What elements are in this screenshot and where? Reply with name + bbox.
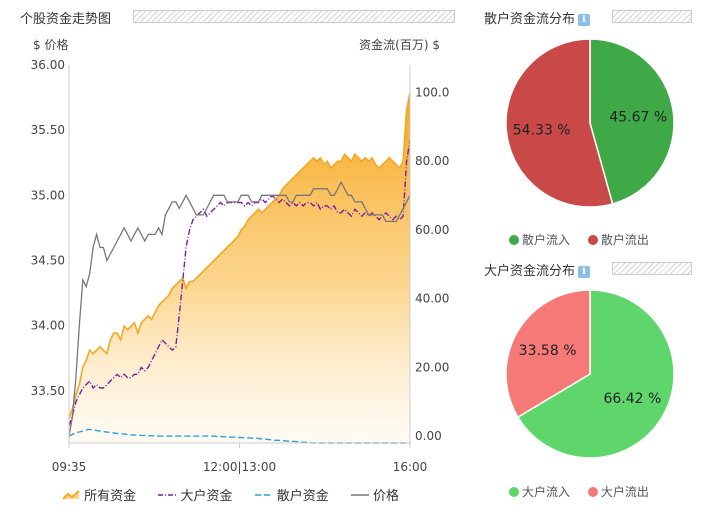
- left-tick-label: 36.00: [31, 58, 65, 72]
- pie1-legend: 散户流入 散户流出: [509, 231, 649, 248]
- pie-slice-label: 33.58 %: [519, 343, 577, 359]
- info-icon[interactable]: i: [578, 14, 591, 26]
- dot-icon: [509, 235, 519, 245]
- right-axis-label: 资金流(百万) $: [359, 37, 440, 52]
- dashdot-line-icon: [158, 494, 177, 496]
- right-tick-label: 60.00: [415, 223, 449, 237]
- legend-item-big-outflow[interactable]: 大户流出: [587, 485, 649, 499]
- right-tick-label: 0.00: [415, 429, 442, 443]
- series-line-all-funds: [68, 92, 411, 420]
- left-tick-label: 33.50: [31, 384, 65, 398]
- right-tick-label: 80.00: [415, 154, 449, 168]
- pie-slice-label: 66.42 %: [603, 391, 661, 407]
- legend-item-retail-funds[interactable]: 散户资金: [254, 489, 333, 504]
- x-tick-label: 09:35: [52, 460, 87, 474]
- main-chart-title: 个股资金走势图: [20, 12, 112, 27]
- right-tick-label: 100.00: [415, 85, 450, 99]
- pie-slice-label: 45.67 %: [609, 109, 667, 125]
- series-area-fill: [69, 92, 410, 443]
- dot-icon: [509, 487, 519, 497]
- main-legend: 所有资金 大户资金 散户资金 价格: [62, 485, 399, 504]
- legend-item-all-funds[interactable]: 所有资金: [62, 489, 140, 504]
- header-divider: [133, 10, 455, 23]
- x-tick-label: 12:00|13:00: [203, 460, 276, 474]
- right-tick-label: 20.00: [415, 360, 449, 374]
- left-tick-label: 35.00: [31, 188, 65, 202]
- left-axis-label: $ 价格: [33, 37, 68, 52]
- series-line-big-funds: [68, 140, 411, 427]
- pie-slice[interactable]: [589, 38, 675, 205]
- retail-flow-pie: 45.67 % 54.33 %: [505, 38, 675, 208]
- pie1-title: 散户资金流分布 i: [484, 8, 591, 27]
- dashed-line-icon: [254, 494, 273, 496]
- legend-item-big-inflow[interactable]: 大户流入: [509, 485, 570, 499]
- pie2-title: 大户资金流分布 i: [484, 260, 591, 279]
- fund-flow-chart: $ 价格 资金流(百万) $ 36.00 35.50 35.00 34.50 34.00…: [31, 37, 450, 474]
- header-divider: [612, 262, 692, 275]
- dot-icon: [587, 235, 598, 245]
- info-icon[interactable]: i: [578, 266, 591, 278]
- pie-slice[interactable]: [516, 289, 675, 459]
- pie-slice-label: 54.33 %: [513, 123, 571, 139]
- legend-item-retail-inflow[interactable]: 散户流入: [509, 233, 570, 247]
- left-tick-label: 35.50: [31, 123, 65, 137]
- header-divider: [612, 10, 692, 23]
- big-flow-pie: 66.42 % 33.58 %: [505, 289, 675, 459]
- pie-slice[interactable]: [505, 38, 614, 208]
- legend-item-retail-outflow[interactable]: 散户流出: [587, 233, 649, 247]
- left-tick-label: 34.50: [31, 254, 65, 268]
- right-tick-label: 40.00: [415, 292, 449, 306]
- left-tick-label: 34.00: [31, 319, 65, 333]
- legend-item-big-funds[interactable]: 大户资金: [158, 489, 236, 504]
- series-line-retail-funds: [68, 428, 410, 444]
- area-swatch-icon: [62, 490, 80, 500]
- legend-item-price[interactable]: 价格: [350, 489, 399, 504]
- dot-icon: [587, 487, 598, 497]
- pie2-legend: 大户流入 大户流出: [509, 483, 649, 500]
- series-line-price: [68, 180, 411, 437]
- pie-slice[interactable]: [505, 289, 591, 419]
- x-tick-label: 16:00: [393, 460, 428, 474]
- solid-line-icon: [350, 494, 369, 496]
